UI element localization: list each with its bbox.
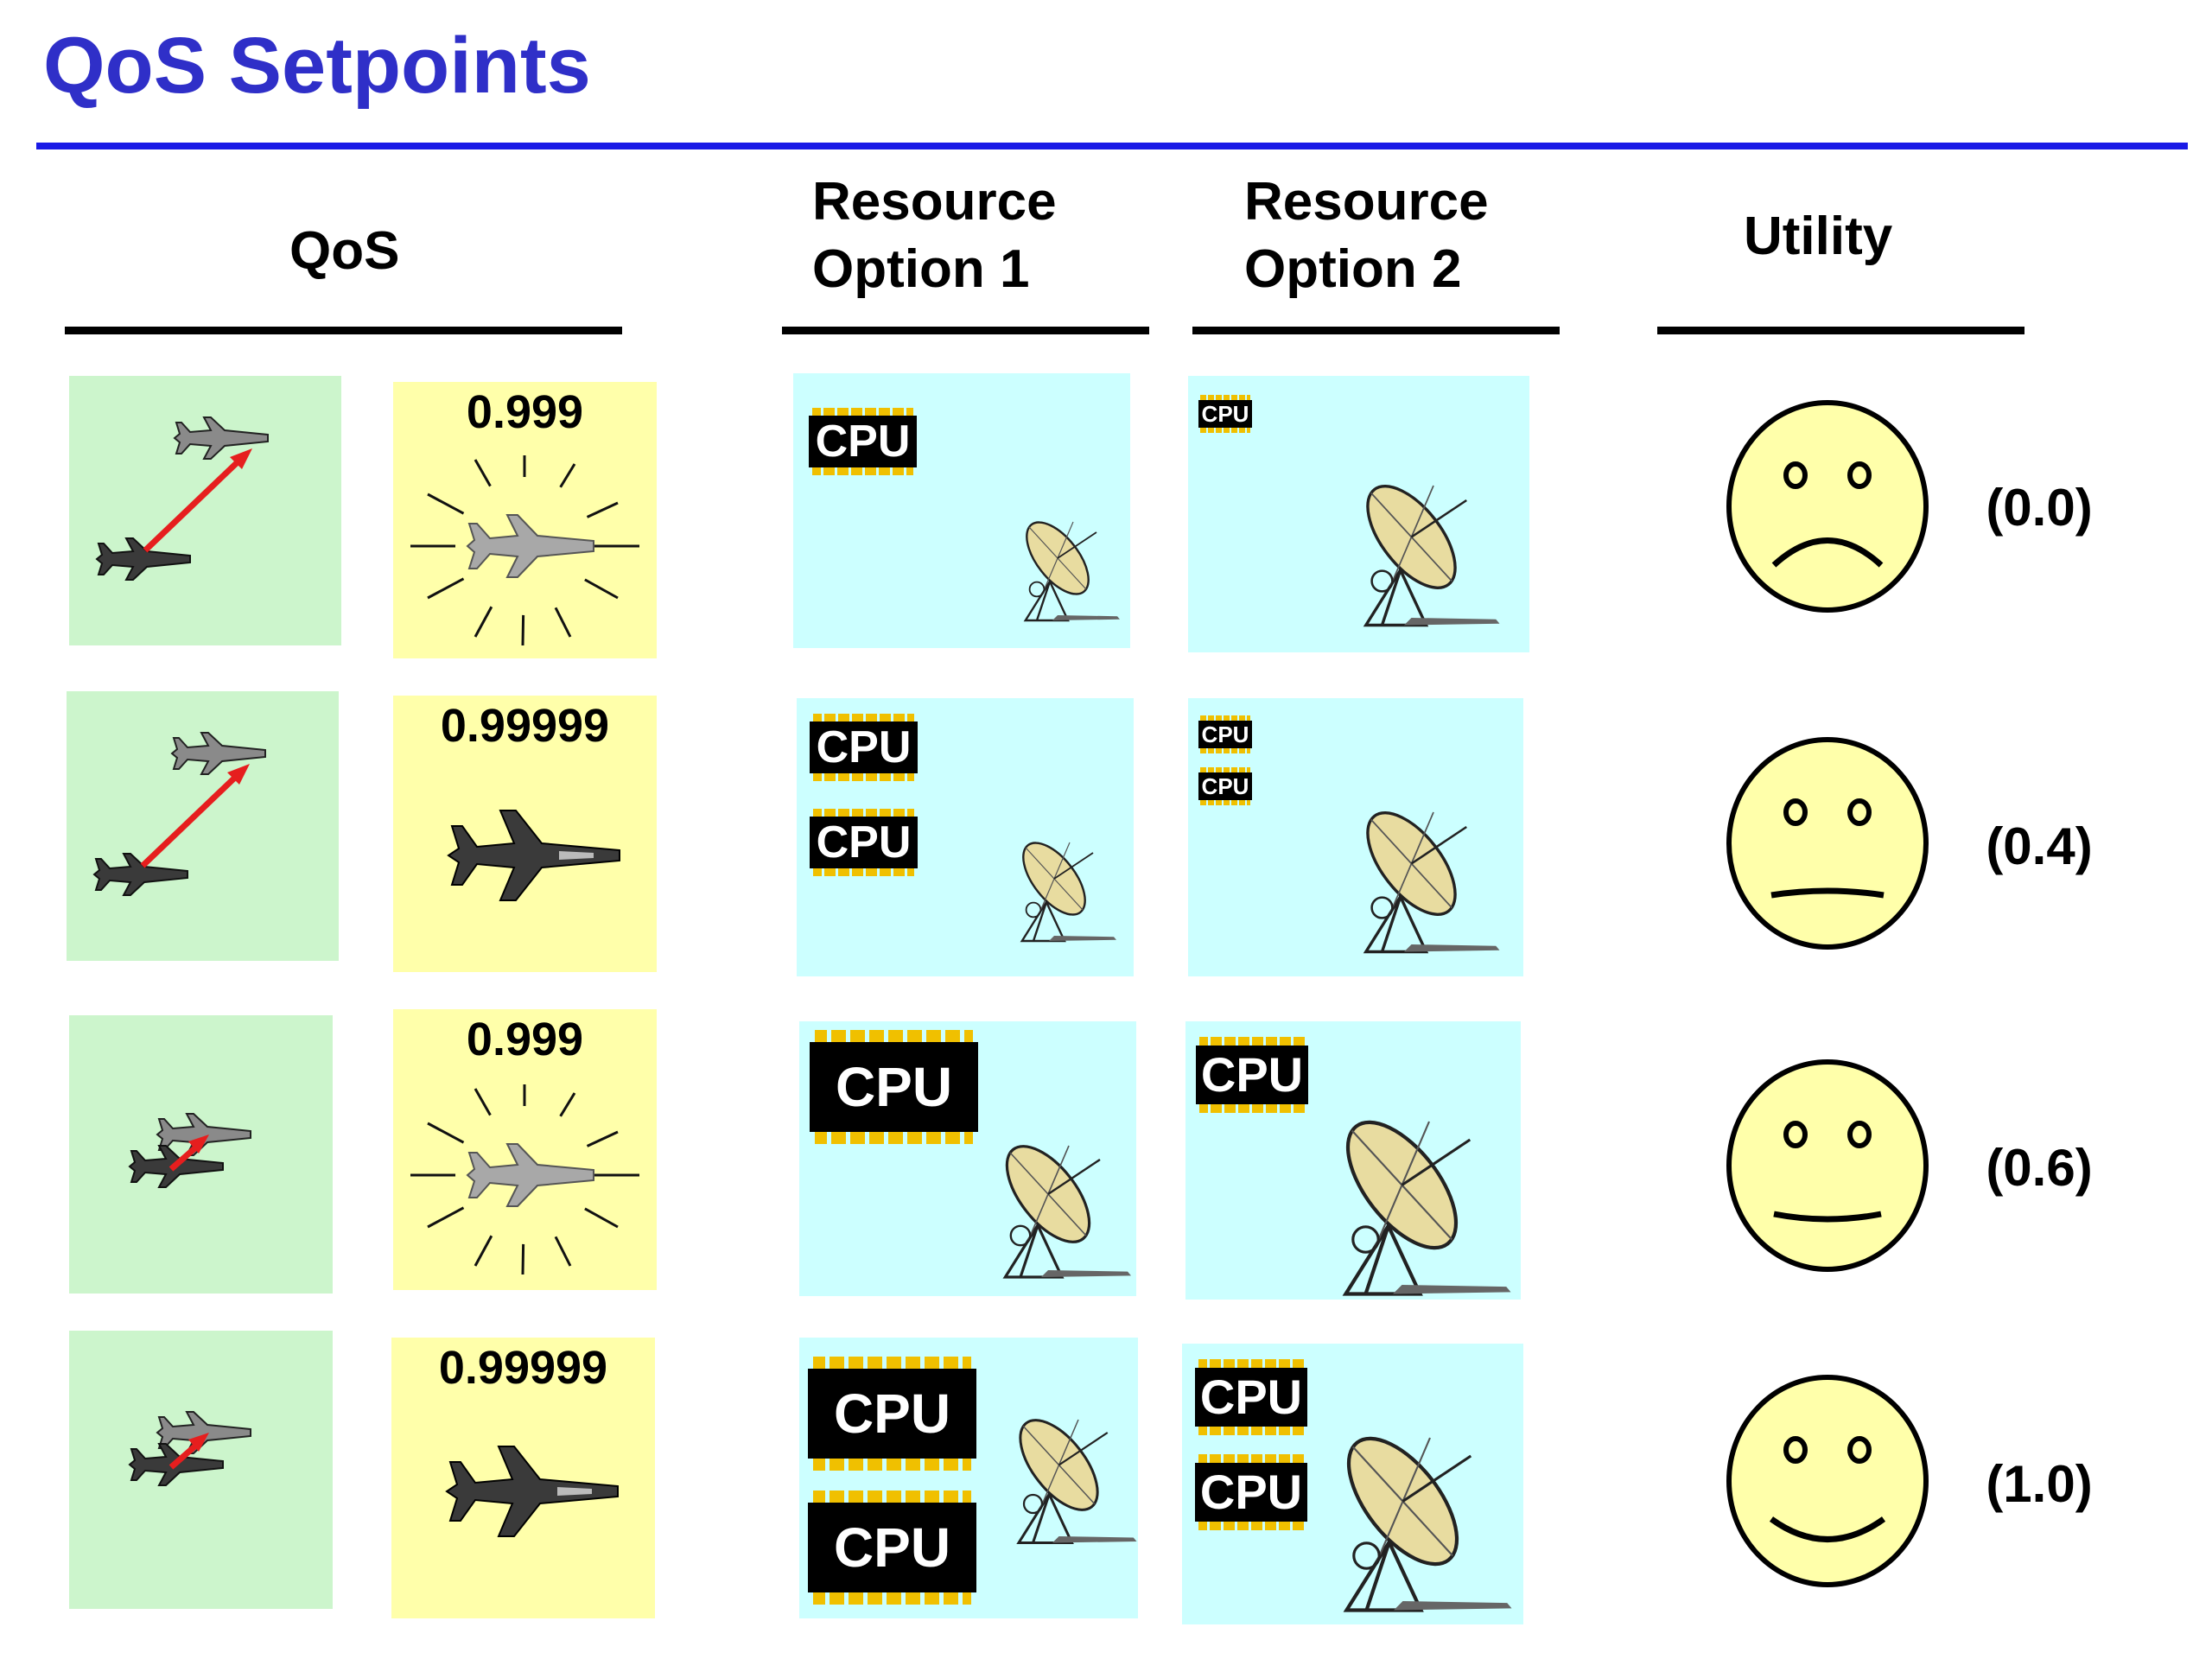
cpu-label: CPU [1201, 401, 1249, 427]
header-utility: Utility [1744, 207, 1893, 266]
cpu-label: CPU [1199, 1465, 1303, 1519]
qos-value: 0.99999 [438, 1342, 608, 1394]
cpu-label: CPU [1200, 1047, 1304, 1102]
qos-value-panel: 0.99999 [393, 696, 657, 972]
exploding-jet-icon [410, 1084, 639, 1275]
two-jets-close-icon [128, 1113, 251, 1188]
cpu-chip: CPU [1196, 1037, 1308, 1113]
medium-dish-icon [1363, 811, 1500, 954]
two-jets-far-apart-icon [92, 732, 266, 896]
utility-face [1724, 399, 1931, 613]
resource-option-1-panel: CPU CPU [799, 1338, 1138, 1618]
cpu-label: CPU [816, 817, 912, 868]
cpu-label: CPU [816, 722, 912, 772]
qos-scenario-panel [69, 1015, 333, 1294]
utility-face [1724, 736, 1931, 950]
two-jets-far-apart-icon [95, 416, 269, 581]
qos-scenario-panel [69, 1331, 333, 1609]
cpu-chip: CPU [1195, 1454, 1307, 1530]
resource-option-2-panel: CPU CPU [1182, 1344, 1523, 1624]
resource-option-2-panel: CPU CPU [1188, 698, 1523, 976]
cpu-label: CPU [815, 416, 911, 467]
header-rule-option-1 [782, 327, 1149, 334]
cpu-chip: CPU [1195, 1359, 1307, 1435]
cpu-chip: CPU [808, 1357, 976, 1471]
qos-scenario-panel [67, 691, 339, 961]
header-resource-option-2: Resource Option 2 [1244, 172, 1489, 299]
utility-value: (0.6) [1986, 1139, 2093, 1197]
slight-smile-icon [1726, 1059, 1929, 1272]
cpu-label: CPU [833, 1382, 951, 1445]
title-divider [36, 143, 2188, 149]
qos-value: 0.99999 [440, 700, 610, 752]
frown-icon [1726, 400, 1929, 613]
cpu-label: CPU [1201, 773, 1249, 799]
resource-option-1-panel: CPU [799, 1021, 1136, 1296]
resource-option-2-panel: CPU [1185, 1021, 1521, 1300]
cpu-chip: CPU [1198, 715, 1252, 753]
large-dish-icon [1343, 1436, 1512, 1612]
utility-value: (0.4) [1986, 817, 2093, 875]
utility-face [1724, 1058, 1931, 1273]
utility-face [1724, 1374, 1931, 1588]
cpu-chip: CPU [810, 809, 918, 876]
utility-value: (1.0) [1986, 1455, 2093, 1513]
cpu-label: CPU [833, 1516, 951, 1579]
cpu-label: CPU [1199, 1370, 1303, 1424]
page-title: QoS Setpoints [43, 22, 591, 110]
large-dish-icon [1342, 1120, 1511, 1296]
header-qos: QoS [289, 221, 400, 281]
medium-dish-icon [1016, 1419, 1137, 1544]
medium-dish-icon [1363, 485, 1500, 627]
header-resource-option-1: Resource Option 1 [812, 172, 1057, 299]
cpu-chip: CPU [1198, 395, 1252, 433]
resource-option-1-panel: CPU CPU [797, 698, 1134, 976]
header-rule-qos [65, 327, 622, 334]
neutral-face-icon [1726, 737, 1929, 950]
small-dish-icon [1023, 521, 1120, 622]
cpu-chip: CPU [808, 1491, 976, 1605]
exploding-jet-icon [410, 455, 639, 646]
qos-value-panel: 0.99999 [391, 1338, 655, 1618]
jet-icon [445, 1446, 619, 1537]
resource-option-1-panel: CPU [793, 373, 1130, 648]
cpu-chip: CPU [809, 408, 917, 475]
smile-icon [1726, 1375, 1929, 1587]
two-jets-close-icon [128, 1411, 251, 1486]
cpu-chip: CPU [810, 1030, 978, 1144]
resource-option-2-panel: CPU [1188, 376, 1529, 652]
cpu-chip: CPU [1198, 767, 1252, 805]
cpu-label: CPU [835, 1056, 953, 1118]
qos-value: 0.999 [466, 386, 584, 438]
medium-dish-icon [1002, 1145, 1131, 1279]
cpu-label: CPU [1201, 721, 1249, 747]
qos-value-panel: 0.999 [393, 1009, 657, 1290]
utility-value: (0.0) [1986, 479, 2093, 537]
cpu-chip: CPU [810, 714, 918, 781]
header-rule-option-2 [1192, 327, 1560, 334]
jet-icon [447, 810, 620, 901]
qos-value: 0.999 [466, 1014, 584, 1065]
qos-scenario-panel [69, 376, 341, 645]
qos-value-panel: 0.999 [393, 382, 657, 658]
header-rule-utility [1657, 327, 2024, 334]
small-dish-icon [1020, 842, 1116, 943]
